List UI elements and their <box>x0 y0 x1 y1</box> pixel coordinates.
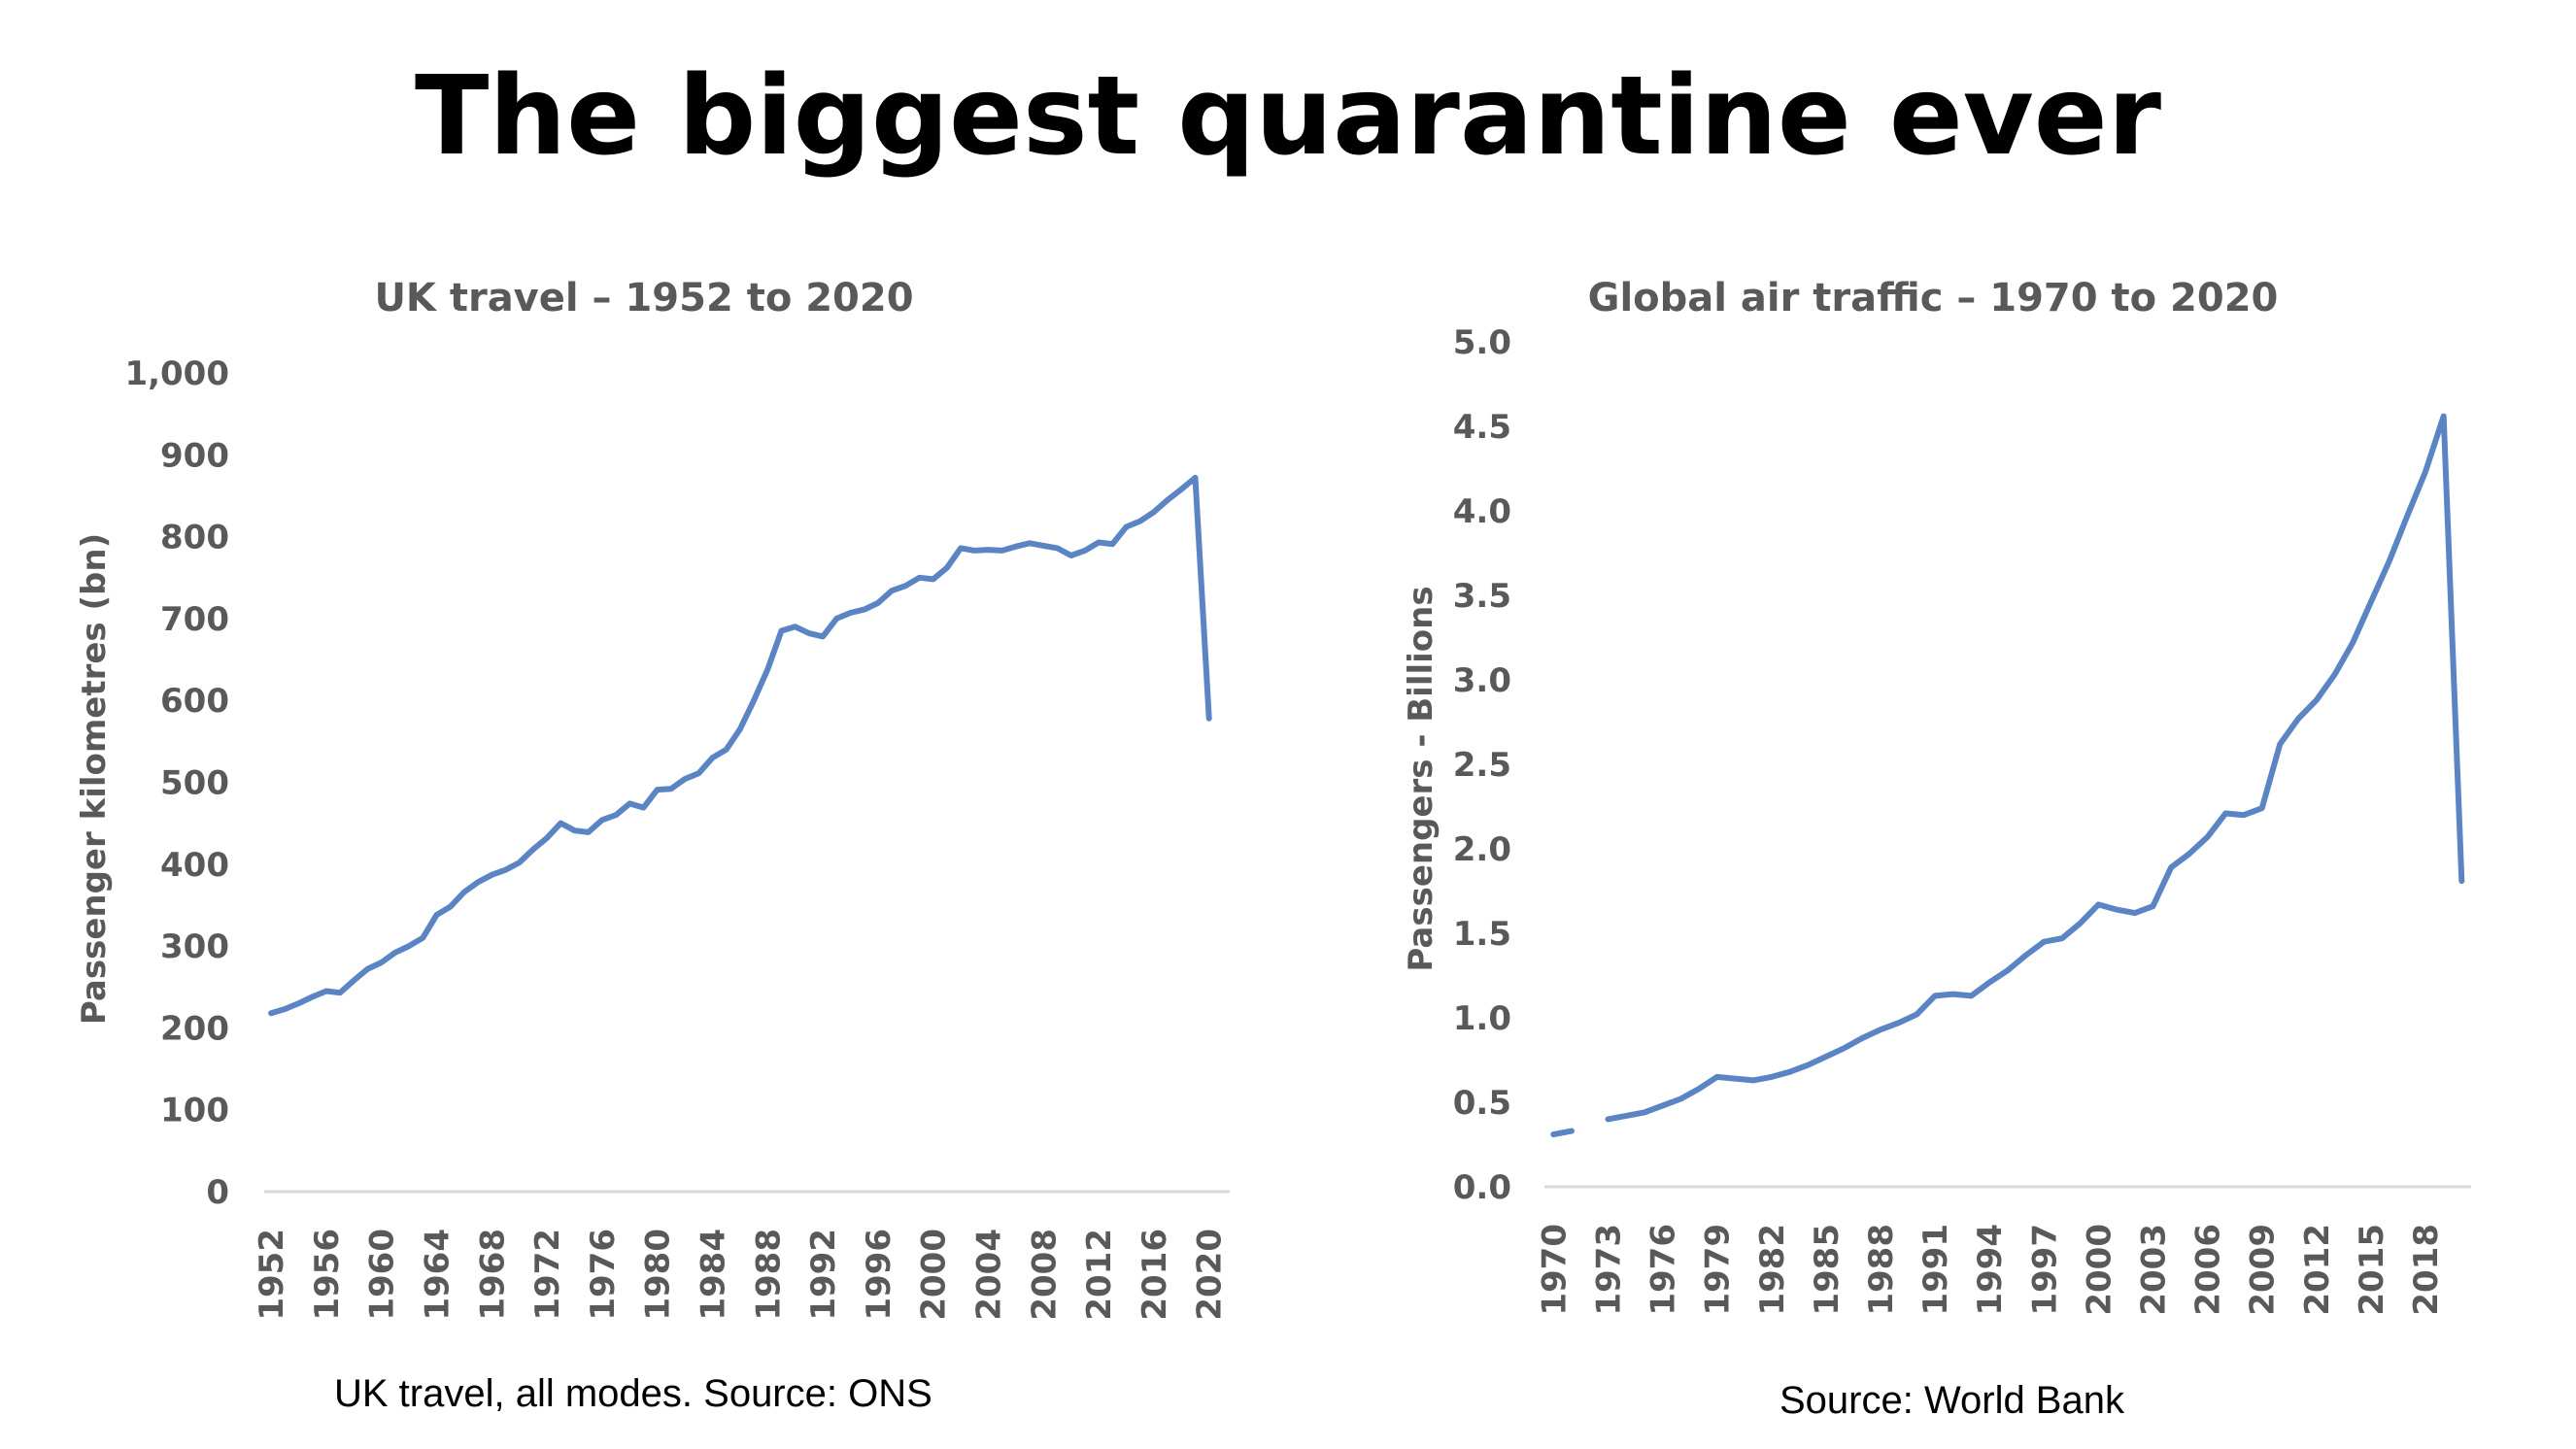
chart-title: Global air traffic – 1970 to 2020 <box>1588 276 2279 320</box>
x-tick-label: 1956 <box>308 1229 347 1321</box>
series-line <box>268 474 1212 1017</box>
uk-travel-chart: UK travel – 1952 to 2020 Passenger kilom… <box>75 276 1230 1321</box>
x-tick-label: 2004 <box>970 1229 1009 1321</box>
x-tick-label: 2012 <box>2298 1224 2337 1316</box>
x-tick-label: 1984 <box>695 1229 733 1321</box>
y-tick-label: 1.0 <box>1453 999 1511 1038</box>
page-title: The biggest quarantine ever <box>415 53 2161 180</box>
y-tick-label: 100 <box>160 1092 229 1130</box>
uk-travel-source-note: UK travel, all modes. Source: ONS <box>334 1372 932 1415</box>
x-tick-label: 1997 <box>2025 1224 2064 1316</box>
y-tick-label: 400 <box>160 846 229 885</box>
air-traffic-source-note: Source: World Bank <box>1779 1379 2124 1422</box>
y-tick-label: 4.5 <box>1453 408 1511 447</box>
x-tick-label: 1960 <box>363 1229 402 1321</box>
x-tick-label: 2008 <box>1025 1229 1064 1321</box>
y-tick-label: 900 <box>160 436 229 475</box>
x-tick-label: 1985 <box>1808 1224 1847 1316</box>
x-tick-label: 1976 <box>584 1229 623 1321</box>
y-tick-label: 300 <box>160 927 229 966</box>
x-tick-label: 1992 <box>804 1229 843 1321</box>
x-tick-label: 1952 <box>253 1229 291 1321</box>
series-line <box>1550 1128 1575 1138</box>
y-axis-label: Passengers - Billions <box>1402 586 1441 971</box>
x-tick-label: 2018 <box>2407 1224 2446 1316</box>
x-tick-label: 1980 <box>639 1229 678 1321</box>
y-tick-label: 2.5 <box>1453 746 1511 785</box>
x-tick-label: 1973 <box>1589 1224 1628 1316</box>
x-tick-label: 1970 <box>1535 1224 1574 1316</box>
x-tick-label: 2000 <box>2080 1224 2118 1316</box>
y-tick-label: 3.5 <box>1453 577 1511 616</box>
y-tick-label: 500 <box>160 764 229 803</box>
y-tick-label: 1.5 <box>1453 915 1511 954</box>
x-tick-label: 1964 <box>419 1229 458 1321</box>
x-tick-label: 2016 <box>1135 1229 1174 1321</box>
x-tick-label: 2000 <box>915 1229 954 1321</box>
y-tick-label: 0.5 <box>1453 1084 1511 1123</box>
y-axis-label: Passenger kilometres (bn) <box>75 533 114 1025</box>
chart-title: UK travel – 1952 to 2020 <box>374 276 913 320</box>
y-tick-label: 600 <box>160 682 229 721</box>
x-tick-label: 1979 <box>1699 1224 1738 1316</box>
y-tick-label: 800 <box>160 519 229 557</box>
x-tick-label: 2020 <box>1191 1229 1230 1321</box>
y-tick-label: 4.0 <box>1453 492 1511 531</box>
x-tick-label: 2003 <box>2134 1224 2173 1316</box>
x-tick-label: 2015 <box>2353 1224 2391 1316</box>
y-tick-label: 0 <box>206 1173 229 1212</box>
x-tick-label: 1994 <box>1971 1224 2010 1316</box>
y-tick-label: 0.0 <box>1453 1168 1511 1207</box>
x-tick-label: 1988 <box>1862 1224 1901 1316</box>
y-tick-label: 5.0 <box>1453 323 1511 362</box>
x-tick-label: 2012 <box>1080 1229 1119 1321</box>
x-tick-label: 1982 <box>1753 1224 1792 1316</box>
y-tick-label: 3.0 <box>1453 661 1511 700</box>
x-tick-label: 1996 <box>860 1229 898 1321</box>
x-tick-label: 2009 <box>2244 1224 2283 1316</box>
y-tick-label: 1,000 <box>124 354 229 393</box>
y-tick-label: 2.0 <box>1453 830 1511 869</box>
series-line <box>1605 413 2465 1123</box>
y-tick-label: 700 <box>160 600 229 639</box>
x-tick-label: 1988 <box>749 1229 788 1321</box>
x-tick-label: 1972 <box>528 1229 567 1321</box>
x-tick-label: 1968 <box>473 1229 512 1321</box>
x-tick-label: 1991 <box>1916 1224 1955 1316</box>
x-tick-label: 2006 <box>2189 1224 2228 1316</box>
x-tick-label: 1976 <box>1644 1224 1683 1316</box>
y-tick-label: 200 <box>160 1009 229 1048</box>
